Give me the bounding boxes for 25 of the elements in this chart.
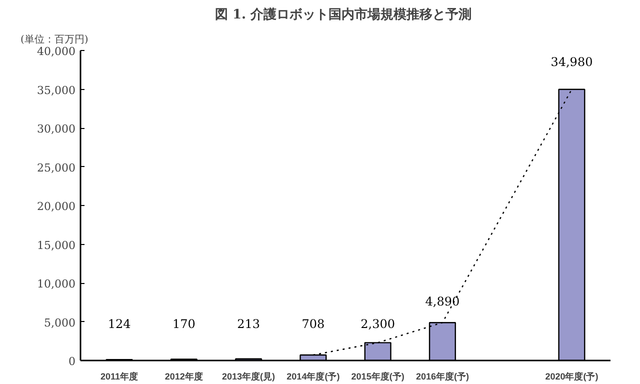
y-tick-label: 40,000 (37, 45, 76, 58)
y-tick-label: 10,000 (37, 278, 76, 290)
data-label: 213 (237, 316, 260, 331)
data-label: 124 (108, 316, 132, 331)
x-tick-label: 2013年度(見) (222, 372, 276, 382)
y-tick-label: 20,000 (37, 200, 76, 213)
data-label: 34,980 (550, 55, 593, 70)
y-tick-label: 30,000 (37, 122, 76, 136)
y-tick-label: 35,000 (37, 84, 76, 97)
x-tick-label: 2016年度(予) (416, 372, 469, 382)
y-tick-label: 0 (68, 355, 76, 368)
y-tick-label: 15,000 (37, 238, 76, 252)
y-axis-title: (単位：百万円) (20, 34, 88, 46)
x-tick-label: 2011年度 (100, 372, 138, 382)
data-label: 708 (302, 316, 325, 331)
x-tick-label: 2014年度(予) (286, 372, 340, 382)
x-tick-label: 2012年度 (164, 372, 203, 382)
data-label: 2,300 (360, 316, 395, 331)
data-label: 4,890 (425, 294, 460, 308)
chart-title: 図 1. 介護ロボット国内市場規模推移と予測 (214, 6, 472, 22)
y-tick-label: 25,000 (37, 161, 76, 174)
x-tick-label: 2015年度(予) (351, 372, 404, 382)
data-label: 170 (172, 316, 196, 331)
y-tick-label: 5,000 (44, 316, 76, 330)
x-tick-label: 2020年度(予) (545, 372, 598, 382)
